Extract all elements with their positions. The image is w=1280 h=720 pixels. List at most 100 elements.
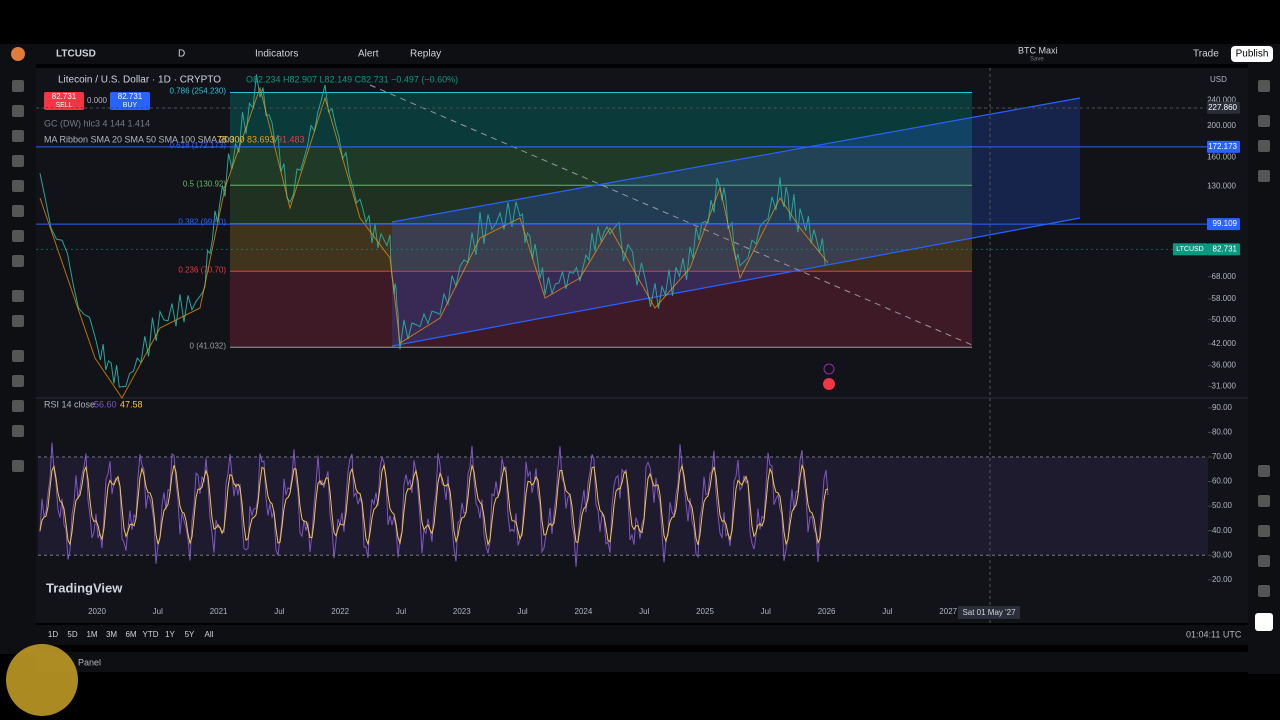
side-icon[interactable] [1258,585,1270,597]
symbol-badge-label: LTCUSD [1176,246,1203,253]
tool-icon[interactable] [12,205,24,217]
trade[interactable]: Trade [1193,49,1219,60]
range-button[interactable]: All [205,630,214,639]
price-badge [1207,140,1240,153]
panel[interactable]: Panel [78,657,101,667]
event-marker[interactable] [823,378,835,390]
fib-label: 0 (41.032) [190,341,227,350]
side-icon[interactable] [1258,555,1270,567]
sell-label: SELL [55,102,72,109]
range-button[interactable]: 1Y [165,630,175,639]
publish-button[interactable] [1231,46,1273,62]
price-tick-label: 31.000 [1212,382,1237,391]
price-tick-label: 58.000 [1212,294,1237,303]
currency[interactable]: USD [1210,75,1227,84]
price-badge-label: 227.860 [1208,103,1237,112]
tool-icon[interactable] [12,80,24,92]
time-label: Jul [639,607,649,616]
time-label: Jul [882,607,892,616]
rsi-band [38,457,1208,555]
price-badge-label: 99.109 [1213,219,1238,228]
rsi-value: 47.58 [120,399,143,409]
price-trace [39,74,826,388]
fib-zone [230,92,972,147]
replay[interactable]: Replay [410,49,441,60]
tool-icon[interactable] [12,375,24,387]
rsi-tick-label: 40.00 [1212,526,1233,535]
layout-name[interactable]: BTC Maxi [1018,45,1058,55]
side-icon[interactable] [1258,495,1270,507]
event-marker[interactable] [823,363,835,375]
fib-zone [230,271,972,348]
ma-value: 83.693 [247,134,275,144]
buy-label: BUY [123,102,138,109]
tool-icon[interactable] [12,460,24,472]
range-button[interactable]: YTD [143,630,159,639]
fib-zone [230,146,972,186]
side-icon[interactable] [1258,465,1270,477]
range-button[interactable]: 5D [67,630,77,639]
fib-label: 0.236 (70.70) [178,265,226,274]
tool-icon[interactable] [12,255,24,267]
tool-icon[interactable] [12,315,24,327]
side-icon[interactable] [1258,115,1270,127]
time-label: Jul [153,607,163,616]
range-button[interactable]: 1M [86,630,97,639]
price-tick-label: 240.000 [1207,96,1236,105]
rsi-tick-label: 80.00 [1212,428,1233,437]
layout-status: Save [1030,57,1044,63]
right-toolbar [1248,64,1280,674]
tool-icon[interactable] [12,105,24,117]
range-button[interactable]: 6M [125,630,136,639]
left-icons [12,80,24,472]
side-icon[interactable] [1258,525,1270,537]
side-icon[interactable] [1258,140,1270,152]
range-button[interactable]: 5Y [185,630,195,639]
tool-icon[interactable] [12,230,24,242]
sell-button[interactable] [44,92,84,110]
tool-icon[interactable] [12,425,24,437]
range-button[interactable]: 1D [48,630,58,639]
price-tick-label: 200.000 [1207,121,1236,130]
price-tick-label: 36.000 [1212,361,1237,370]
side-icon[interactable] [1258,80,1270,92]
scales: 240.000 200.000 160.000 130.000 68.000 58.000… [36,96,1240,639]
tool-icon[interactable] [12,290,24,302]
tool-icon[interactable] [12,130,24,142]
price-badge [1207,218,1240,231]
fib-label: 0.618 (172.173) [170,141,227,150]
price-badge-label: 172.173 [1208,142,1237,151]
price-tick-label: 160.000 [1207,152,1236,161]
indicators[interactable]: Indicators [255,49,298,60]
tool-icon[interactable] [12,180,24,192]
side-icon[interactable] [1258,170,1270,182]
crosshair-time-badge [958,606,1020,619]
ma-value: 78.300 [217,134,245,144]
interval[interactable]: D [178,49,185,60]
price-tick-label: 130.000 [1207,181,1236,190]
fib-label: 0.5 (130.92) [183,179,226,188]
symbol[interactable]: LTCUSD [56,49,96,60]
rsi-tick-label: 70.00 [1212,452,1233,461]
clock: 01:04:11 UTC [1186,629,1242,639]
tool-icon[interactable] [12,350,24,362]
publish[interactable]: Publish [1236,49,1269,60]
time-label: Jul [274,607,284,616]
tool-icon[interactable] [12,400,24,412]
time-label: 2021 [210,607,228,616]
right-icons [1255,80,1273,631]
side-icon[interactable] [1255,613,1273,631]
avatar[interactable] [11,47,25,61]
top-toolbar [0,44,1280,64]
range-button[interactable]: 3M [106,630,117,639]
alert[interactable]: Alert [358,49,379,60]
bottom-bar [36,625,1248,645]
time-label: 2026 [818,607,836,616]
indicator-1: GC (DW) hlc3 4 144 1.414 [44,118,150,128]
tool-icon[interactable] [12,155,24,167]
fib-label: 0.382 (99.50) [178,218,226,227]
rsi-trace [39,442,829,567]
buy-price: 82.731 [118,92,143,101]
buy-button[interactable] [110,92,150,110]
